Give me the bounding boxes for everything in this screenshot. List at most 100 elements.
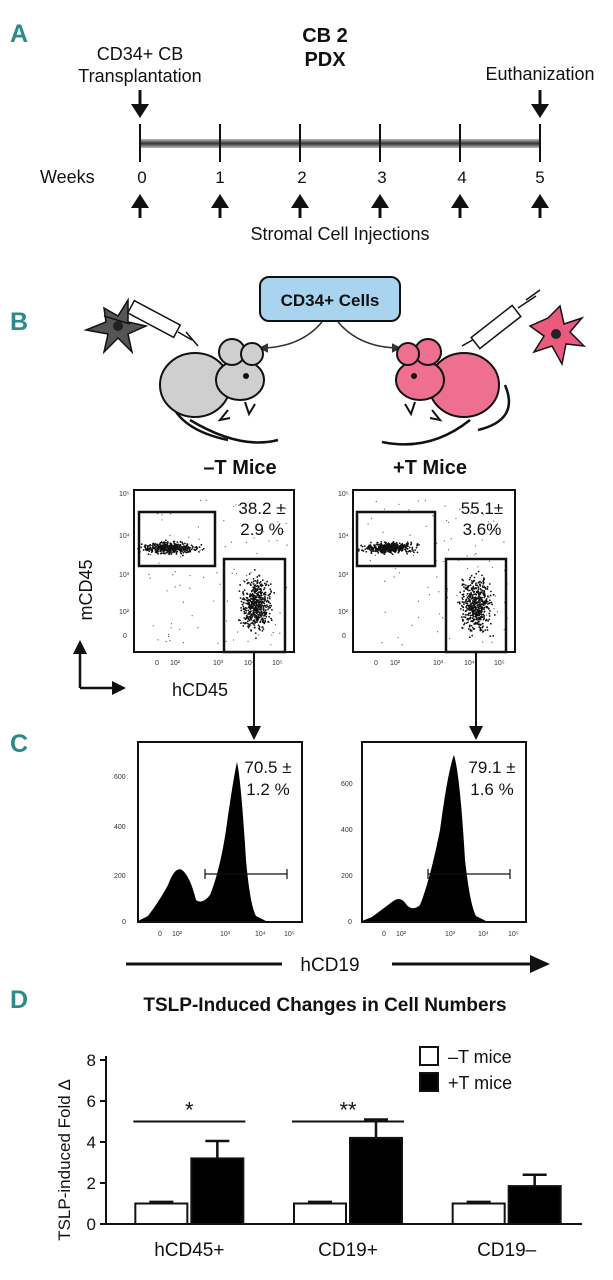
scatter-dot xyxy=(190,544,193,547)
scatter-dot xyxy=(383,550,386,553)
scatter-dot xyxy=(480,629,483,631)
scatter-dot xyxy=(490,622,492,625)
scatter-dot xyxy=(471,606,474,609)
scatter-dot xyxy=(436,542,438,544)
scatter-dot xyxy=(361,545,364,548)
scatter-dot xyxy=(376,541,379,544)
scatter-dot xyxy=(408,546,411,549)
scatter-dot xyxy=(250,629,252,631)
scatter-dot xyxy=(470,512,472,514)
scatter-dot xyxy=(475,552,477,555)
transplantation-label-line1: CD34+ CB xyxy=(97,44,184,64)
gate-arrow-right-icon xyxy=(469,652,483,740)
scatter-dot xyxy=(164,541,167,544)
scatter-dot xyxy=(483,606,486,609)
scatter-dot xyxy=(479,533,482,535)
scatter-dot xyxy=(478,607,480,610)
scatter-dot xyxy=(272,632,274,634)
scatter-dot xyxy=(487,595,489,598)
scatter-dot xyxy=(398,572,400,574)
scatter-dot xyxy=(490,601,493,604)
tick-label: 10³ xyxy=(119,572,130,579)
scatter-dot xyxy=(269,588,272,591)
scatter-dot xyxy=(271,634,273,636)
scatter-dot xyxy=(174,570,176,573)
scatter-dot xyxy=(235,573,238,575)
scatter-dot xyxy=(503,628,505,631)
scatter-dot xyxy=(251,594,254,597)
scatter-dot xyxy=(213,600,215,602)
scatter-dot xyxy=(172,541,175,543)
scatter-dot xyxy=(438,613,441,615)
percent-label: 3.6% xyxy=(463,520,502,539)
scatter-dot xyxy=(252,620,255,622)
scatter-dot xyxy=(467,585,469,588)
scatter-dot xyxy=(461,578,464,581)
histogram-gate-bar xyxy=(427,869,511,879)
scatter-dot xyxy=(473,605,476,608)
euthanization-label: Euthanization xyxy=(485,64,594,84)
scatter-dot xyxy=(167,635,170,638)
scatter-dot xyxy=(242,593,245,596)
scatter-dot xyxy=(383,543,386,546)
stromal-cell-pink-icon xyxy=(528,304,587,367)
scatter-dot xyxy=(457,601,459,604)
scatter-dot xyxy=(233,568,235,570)
legend: –T mice +T mice xyxy=(419,1046,512,1093)
scatter-dot xyxy=(367,523,369,525)
scatter-dot xyxy=(473,596,476,599)
scatter-dot xyxy=(151,549,154,551)
scatter-dot xyxy=(462,619,465,622)
scatter-dot xyxy=(253,600,256,603)
scatter-dot xyxy=(370,552,373,555)
scatter-dot xyxy=(489,594,492,597)
scatter-dot xyxy=(264,609,267,612)
scatter-dot xyxy=(247,622,249,625)
scatter-dot xyxy=(483,591,486,594)
scatter-dot xyxy=(262,605,265,608)
scatter-dot xyxy=(255,637,257,640)
scatter-dot xyxy=(154,546,157,549)
scatter-dot xyxy=(479,618,482,621)
scatter-dot xyxy=(178,544,181,547)
scatter-dot xyxy=(254,605,257,608)
scatter-dot xyxy=(363,545,366,548)
scatter-dot xyxy=(482,581,485,584)
y-tick-label: 8 xyxy=(87,1051,96,1070)
scatter-dot xyxy=(259,600,262,603)
tick-label: 10² xyxy=(396,931,407,938)
scatter-dot xyxy=(468,589,471,592)
scatter-dot xyxy=(391,547,394,550)
scatter-dot xyxy=(388,543,391,546)
scatter-dot xyxy=(488,602,491,605)
bar xyxy=(293,1202,347,1225)
scatter-dot xyxy=(369,560,371,562)
scatter-dot xyxy=(180,556,182,558)
scatter-dot xyxy=(477,566,479,568)
bar xyxy=(134,1202,189,1225)
scatter-dot xyxy=(282,531,284,533)
transplant-arrow-icon xyxy=(131,90,149,118)
scatter-dot xyxy=(461,584,464,586)
scatter-dot xyxy=(216,572,218,574)
scatter-dot xyxy=(470,606,472,608)
scatter-dot xyxy=(489,635,492,638)
scatter-dot xyxy=(158,562,160,564)
scatter-dot xyxy=(246,575,248,577)
scatter-dot xyxy=(253,598,256,600)
legend-swatch-minus-t xyxy=(419,1046,439,1066)
scatter-dot xyxy=(269,583,272,586)
scatter-dot xyxy=(483,617,486,620)
up-arrow-icon xyxy=(371,194,389,218)
scatter-dot xyxy=(156,512,159,515)
scatter-dot xyxy=(247,625,249,628)
scatter-dot xyxy=(250,613,252,616)
scatter-dot xyxy=(472,591,475,593)
scatter-dot xyxy=(268,593,271,596)
scatter-dot xyxy=(254,632,257,635)
scatter-dot xyxy=(249,593,252,595)
scatter-dot xyxy=(468,600,470,602)
scatter-dot xyxy=(259,614,262,617)
up-arrow-icon xyxy=(451,194,469,218)
scatter-dot xyxy=(467,586,469,589)
